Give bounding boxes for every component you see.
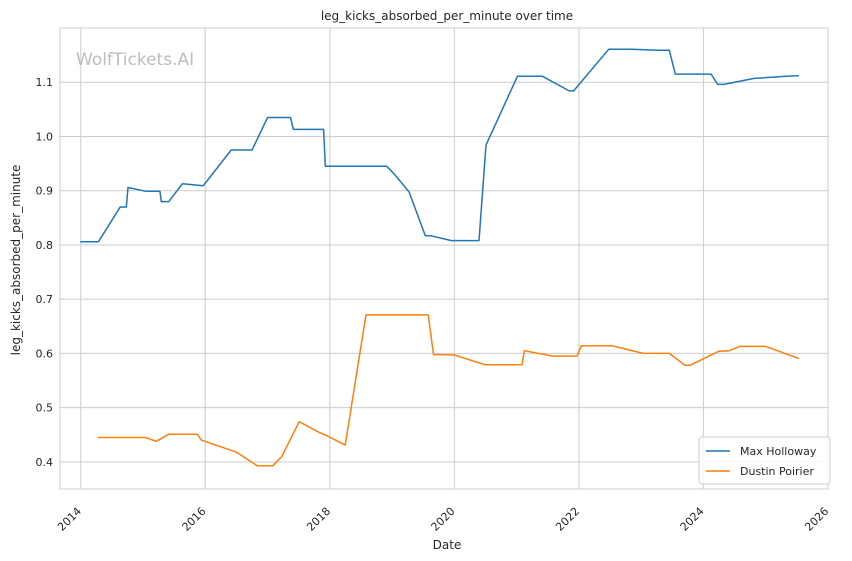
y-tick-label: 1.0 xyxy=(36,130,54,143)
y-tick-label: 0.9 xyxy=(36,185,54,198)
y-tick-label: 0.8 xyxy=(36,239,54,252)
y-tick-label: 0.4 xyxy=(36,456,54,469)
x-tick-label: 2022 xyxy=(553,505,582,534)
series-line-dustin-poirier xyxy=(97,314,799,467)
x-gridlines xyxy=(80,28,829,489)
y-tick-label: 1.1 xyxy=(36,76,54,89)
y-axis-label: leg_kicks_absorbed_per_minute xyxy=(9,165,23,356)
watermark: WolfTickets.AI xyxy=(76,50,194,70)
y-gridlines xyxy=(60,81,828,463)
plot-frame xyxy=(59,27,829,490)
y-tick-label: 0.6 xyxy=(36,347,54,360)
legend-label-max-holloway: Max Holloway xyxy=(740,445,817,458)
y-axis-ticks: 0.4 0.5 0.6 0.7 0.8 0.9 1.0 1.1 xyxy=(36,76,54,469)
y-tick-label: 0.5 xyxy=(36,402,54,415)
legend-label-dustin-poirier: Dustin Poirier xyxy=(740,465,814,478)
x-axis-label: Date xyxy=(433,538,462,552)
plot-area xyxy=(60,28,828,489)
x-tick-label: 2020 xyxy=(429,505,458,534)
x-tick-label: 2018 xyxy=(304,505,333,534)
x-tick-label: 2016 xyxy=(180,505,209,534)
series-layer xyxy=(80,48,799,467)
x-tick-label: 2014 xyxy=(55,505,84,534)
x-tick-label: 2026 xyxy=(802,505,831,534)
y-tick-label: 0.7 xyxy=(36,293,54,306)
legend: Max Holloway Dustin Poirier xyxy=(698,436,831,485)
chart-title: leg_kicks_absorbed_per_minute over time xyxy=(321,9,573,23)
x-tick-label: 2024 xyxy=(678,505,707,534)
x-axis-ticks: 2014 2016 2018 2020 2022 2024 2026 xyxy=(55,505,831,534)
series-line-max-holloway xyxy=(80,48,799,243)
legend-box xyxy=(698,436,831,485)
